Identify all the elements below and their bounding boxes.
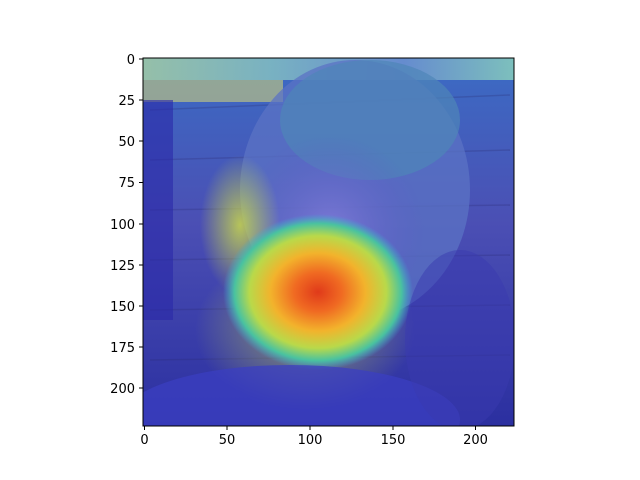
y-tick-label: 0 [127, 53, 135, 68]
x-tick: 0 [140, 426, 149, 448]
y-tick: 25 [118, 94, 143, 109]
y-tick-label: 25 [118, 94, 135, 109]
x-tick-label: 100 [298, 433, 323, 448]
y-tick-label: 125 [110, 259, 135, 274]
y-tick-label: 200 [110, 382, 135, 397]
y-tick: 0 [127, 53, 143, 68]
x-tick: 50 [219, 426, 236, 448]
y-tick: 50 [118, 135, 143, 150]
y-tick-label: 75 [118, 176, 135, 191]
y-tick: 125 [110, 259, 143, 274]
y-tick-label: 100 [110, 218, 135, 233]
y-tick-label: 175 [110, 341, 135, 356]
x-axis: 0 50 100 150 200 [140, 426, 488, 448]
y-tick: 200 [110, 382, 143, 397]
plot-frame [142, 57, 515, 427]
y-tick: 175 [110, 341, 143, 356]
y-tick: 150 [110, 300, 143, 315]
x-tick-label: 0 [140, 433, 148, 448]
x-tick: 200 [463, 426, 488, 448]
x-tick-label: 50 [219, 433, 236, 448]
y-tick-label: 150 [110, 300, 135, 315]
y-tick-label: 50 [118, 135, 135, 150]
y-tick: 75 [118, 176, 143, 191]
x-tick-label: 200 [463, 433, 488, 448]
y-tick: 100 [110, 218, 143, 233]
heatmap-overlay-image [143, 58, 514, 426]
y-axis: 0 25 50 75 100 125 150 175 [110, 53, 143, 397]
x-tick: 100 [298, 426, 323, 448]
x-tick: 150 [381, 426, 406, 448]
x-tick-label: 150 [381, 433, 406, 448]
